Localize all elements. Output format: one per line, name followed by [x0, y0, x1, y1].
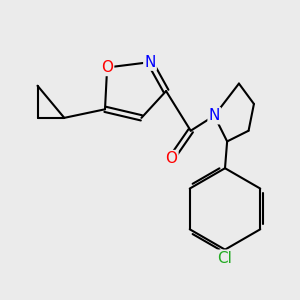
Text: N: N	[208, 108, 220, 123]
Text: Cl: Cl	[218, 251, 232, 266]
Text: O: O	[101, 60, 113, 75]
Text: O: O	[165, 151, 177, 166]
Text: N: N	[144, 55, 156, 70]
